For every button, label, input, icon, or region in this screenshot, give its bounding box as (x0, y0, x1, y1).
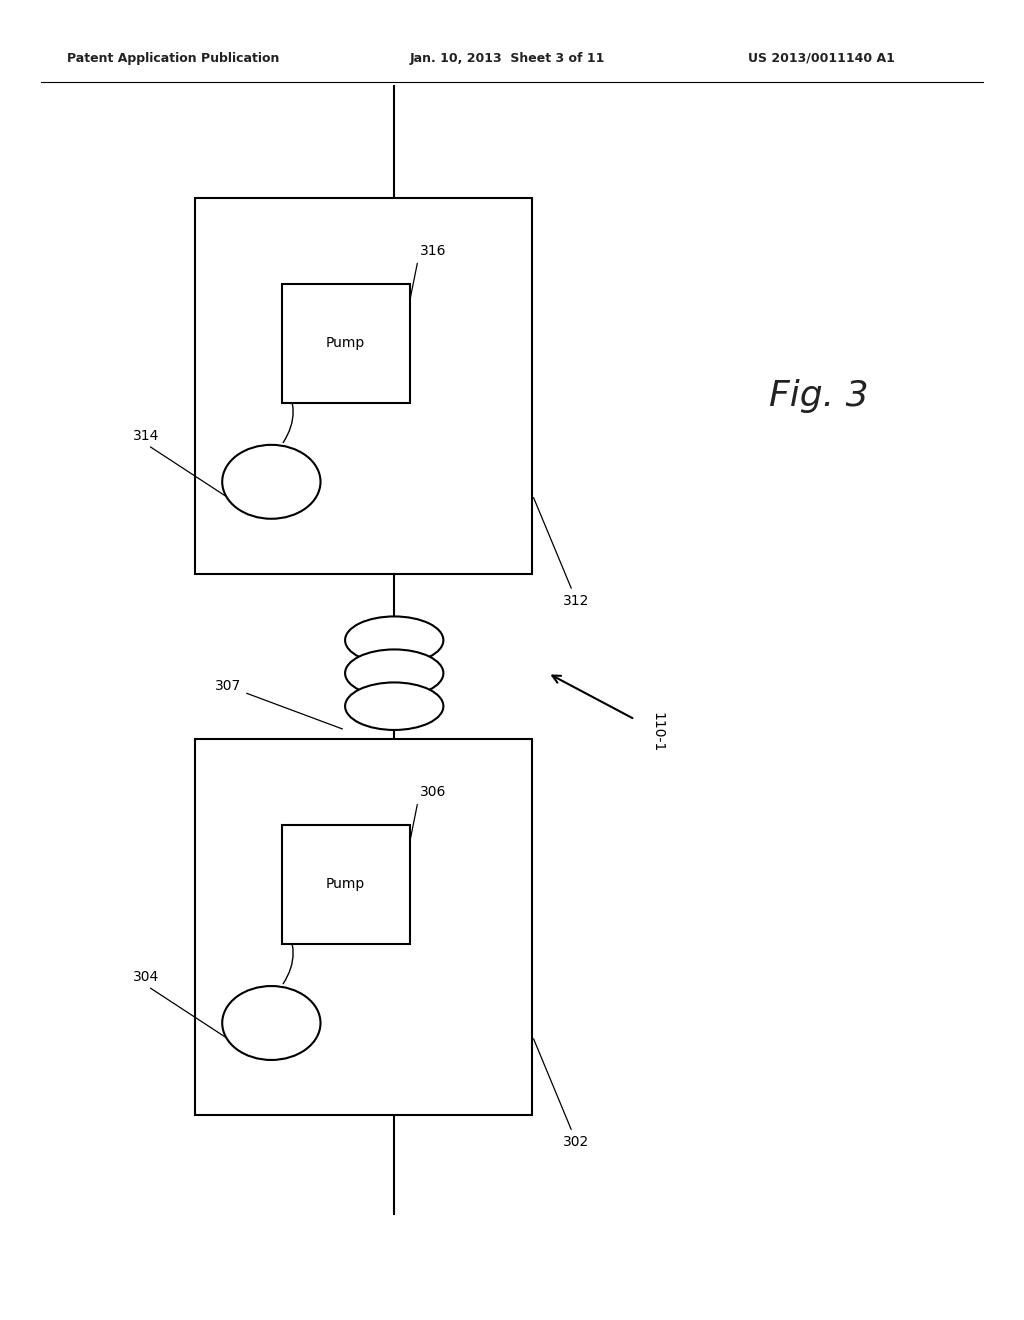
Text: Fig. 3: Fig. 3 (769, 379, 869, 413)
Text: 110-1: 110-1 (650, 713, 665, 752)
Text: 306: 306 (411, 785, 446, 840)
Text: Patent Application Publication: Patent Application Publication (67, 51, 279, 65)
Text: US 2013/0011140 A1: US 2013/0011140 A1 (748, 51, 894, 65)
Bar (282, 825, 410, 944)
Ellipse shape (345, 616, 443, 664)
Text: Pump: Pump (326, 878, 366, 891)
Text: 307: 307 (215, 680, 342, 729)
Ellipse shape (222, 445, 321, 519)
Text: 316: 316 (411, 244, 446, 298)
Ellipse shape (345, 649, 443, 697)
Ellipse shape (345, 682, 443, 730)
Ellipse shape (222, 986, 321, 1060)
Bar (282, 284, 410, 403)
Text: Jan. 10, 2013  Sheet 3 of 11: Jan. 10, 2013 Sheet 3 of 11 (410, 51, 605, 65)
Text: 304: 304 (133, 970, 229, 1040)
Text: 302: 302 (534, 1039, 590, 1148)
Bar (195, 739, 532, 1115)
Text: 314: 314 (133, 429, 229, 499)
Text: 312: 312 (534, 498, 590, 607)
Bar (195, 198, 532, 574)
Text: Pump: Pump (326, 337, 366, 350)
